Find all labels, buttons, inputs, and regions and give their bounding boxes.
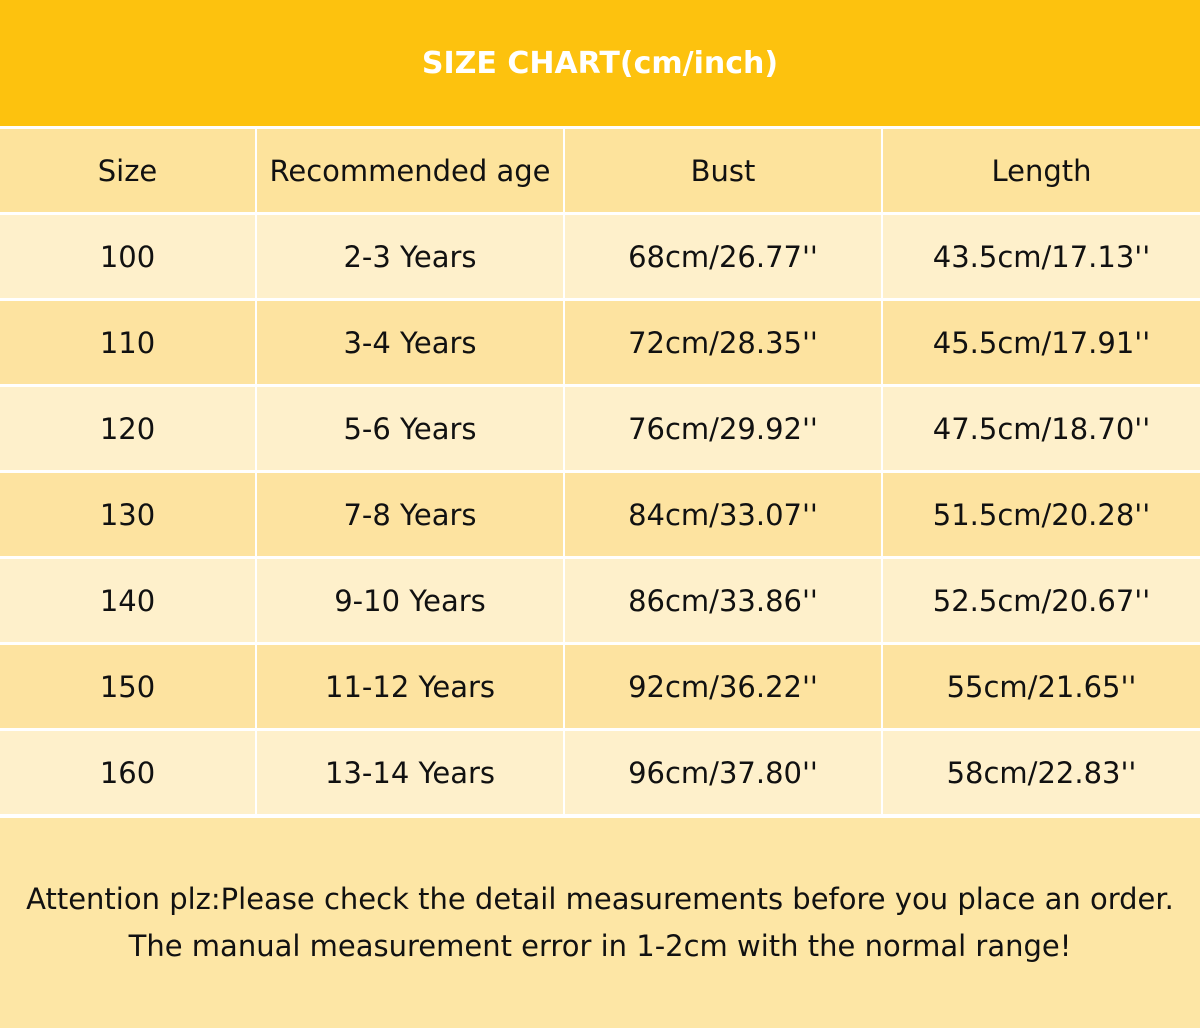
table-cell: 76cm/29.92'': [565, 387, 881, 470]
table-cell: 120: [0, 387, 255, 470]
table-cell: 2-3 Years: [257, 215, 563, 298]
table-cell: 130: [0, 473, 255, 556]
table-cell: 68cm/26.77'': [565, 215, 881, 298]
table-cell: 45.5cm/17.91'': [883, 301, 1200, 384]
table-cell: 58cm/22.83'': [883, 731, 1200, 814]
column-header: Bust: [565, 129, 881, 212]
table-cell: 110: [0, 301, 255, 384]
table-cell: 150: [0, 645, 255, 728]
note-line: Attention plz:Please check the detail me…: [26, 882, 1174, 916]
table-cell: 86cm/33.86'': [565, 559, 881, 642]
table-cell: 72cm/28.35'': [565, 301, 881, 384]
title: SIZE CHART(cm/inch): [421, 45, 779, 81]
table-cell: 100: [0, 215, 255, 298]
table-cell: 84cm/33.07'': [565, 473, 881, 556]
column-header: Recommended age: [257, 129, 563, 212]
size-table: Size Recommended age Bust Length 100 2-3 Year…: [0, 129, 1200, 814]
table-cell: 140: [0, 559, 255, 642]
table-cell: 160: [0, 731, 255, 814]
note-line: The manual measurement error in 1-2cm wi…: [128, 929, 1072, 963]
table-cell: 55cm/21.65'': [883, 645, 1200, 728]
table-cell: 92cm/36.22'': [565, 645, 881, 728]
table-cell: 43.5cm/17.13'': [883, 215, 1200, 298]
table-cell: 52.5cm/20.67'': [883, 559, 1200, 642]
table-cell: 47.5cm/18.70'': [883, 387, 1200, 470]
notes: Attention plz:Please check the detail me…: [0, 818, 1200, 1028]
table-cell: 7-8 Years: [257, 473, 563, 556]
column-header: Size: [0, 129, 255, 212]
table-cell: 11-12 Years: [257, 645, 563, 728]
table-cell: 51.5cm/20.28'': [883, 473, 1200, 556]
title-banner: SIZE CHART(cm/inch): [0, 0, 1200, 126]
table-cell: 3-4 Years: [257, 301, 563, 384]
column-header: Length: [883, 129, 1200, 212]
table-cell: 5-6 Years: [257, 387, 563, 470]
table-cell: 9-10 Years: [257, 559, 563, 642]
table-cell: 96cm/37.80'': [565, 731, 881, 814]
table-cell: 13-14 Years: [257, 731, 563, 814]
